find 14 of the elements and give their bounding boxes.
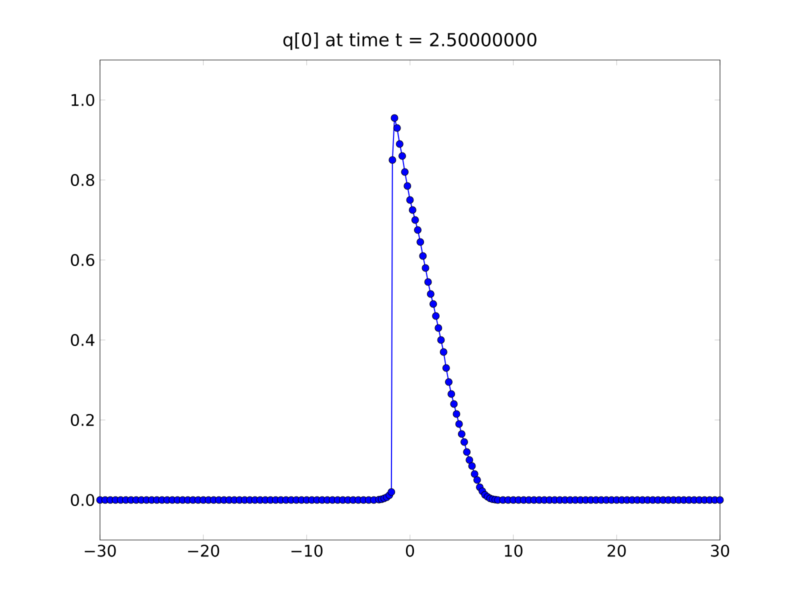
- chart-title: q[0] at time t = 2.50000000: [283, 32, 536, 50]
- x-tick-label: −10: [291, 544, 322, 557]
- x-tick-label: 10: [504, 544, 522, 557]
- y-tick-label: 0.2: [70, 414, 94, 426]
- y-tick-label: 1.0: [72, 94, 94, 106]
- x-tick-label: 0: [406, 544, 414, 557]
- x-tick-label: 20: [608, 544, 626, 557]
- x-tick-label: 30: [711, 544, 730, 557]
- y-tick-label: 0.8: [70, 174, 94, 186]
- x-tick-label: −20: [188, 544, 220, 557]
- y-tick-label: 0.4: [70, 334, 94, 346]
- x-tick-label: −30: [84, 544, 116, 557]
- y-tick-label: 0.6: [70, 254, 94, 266]
- y-tick-label: 0.0: [70, 494, 94, 506]
